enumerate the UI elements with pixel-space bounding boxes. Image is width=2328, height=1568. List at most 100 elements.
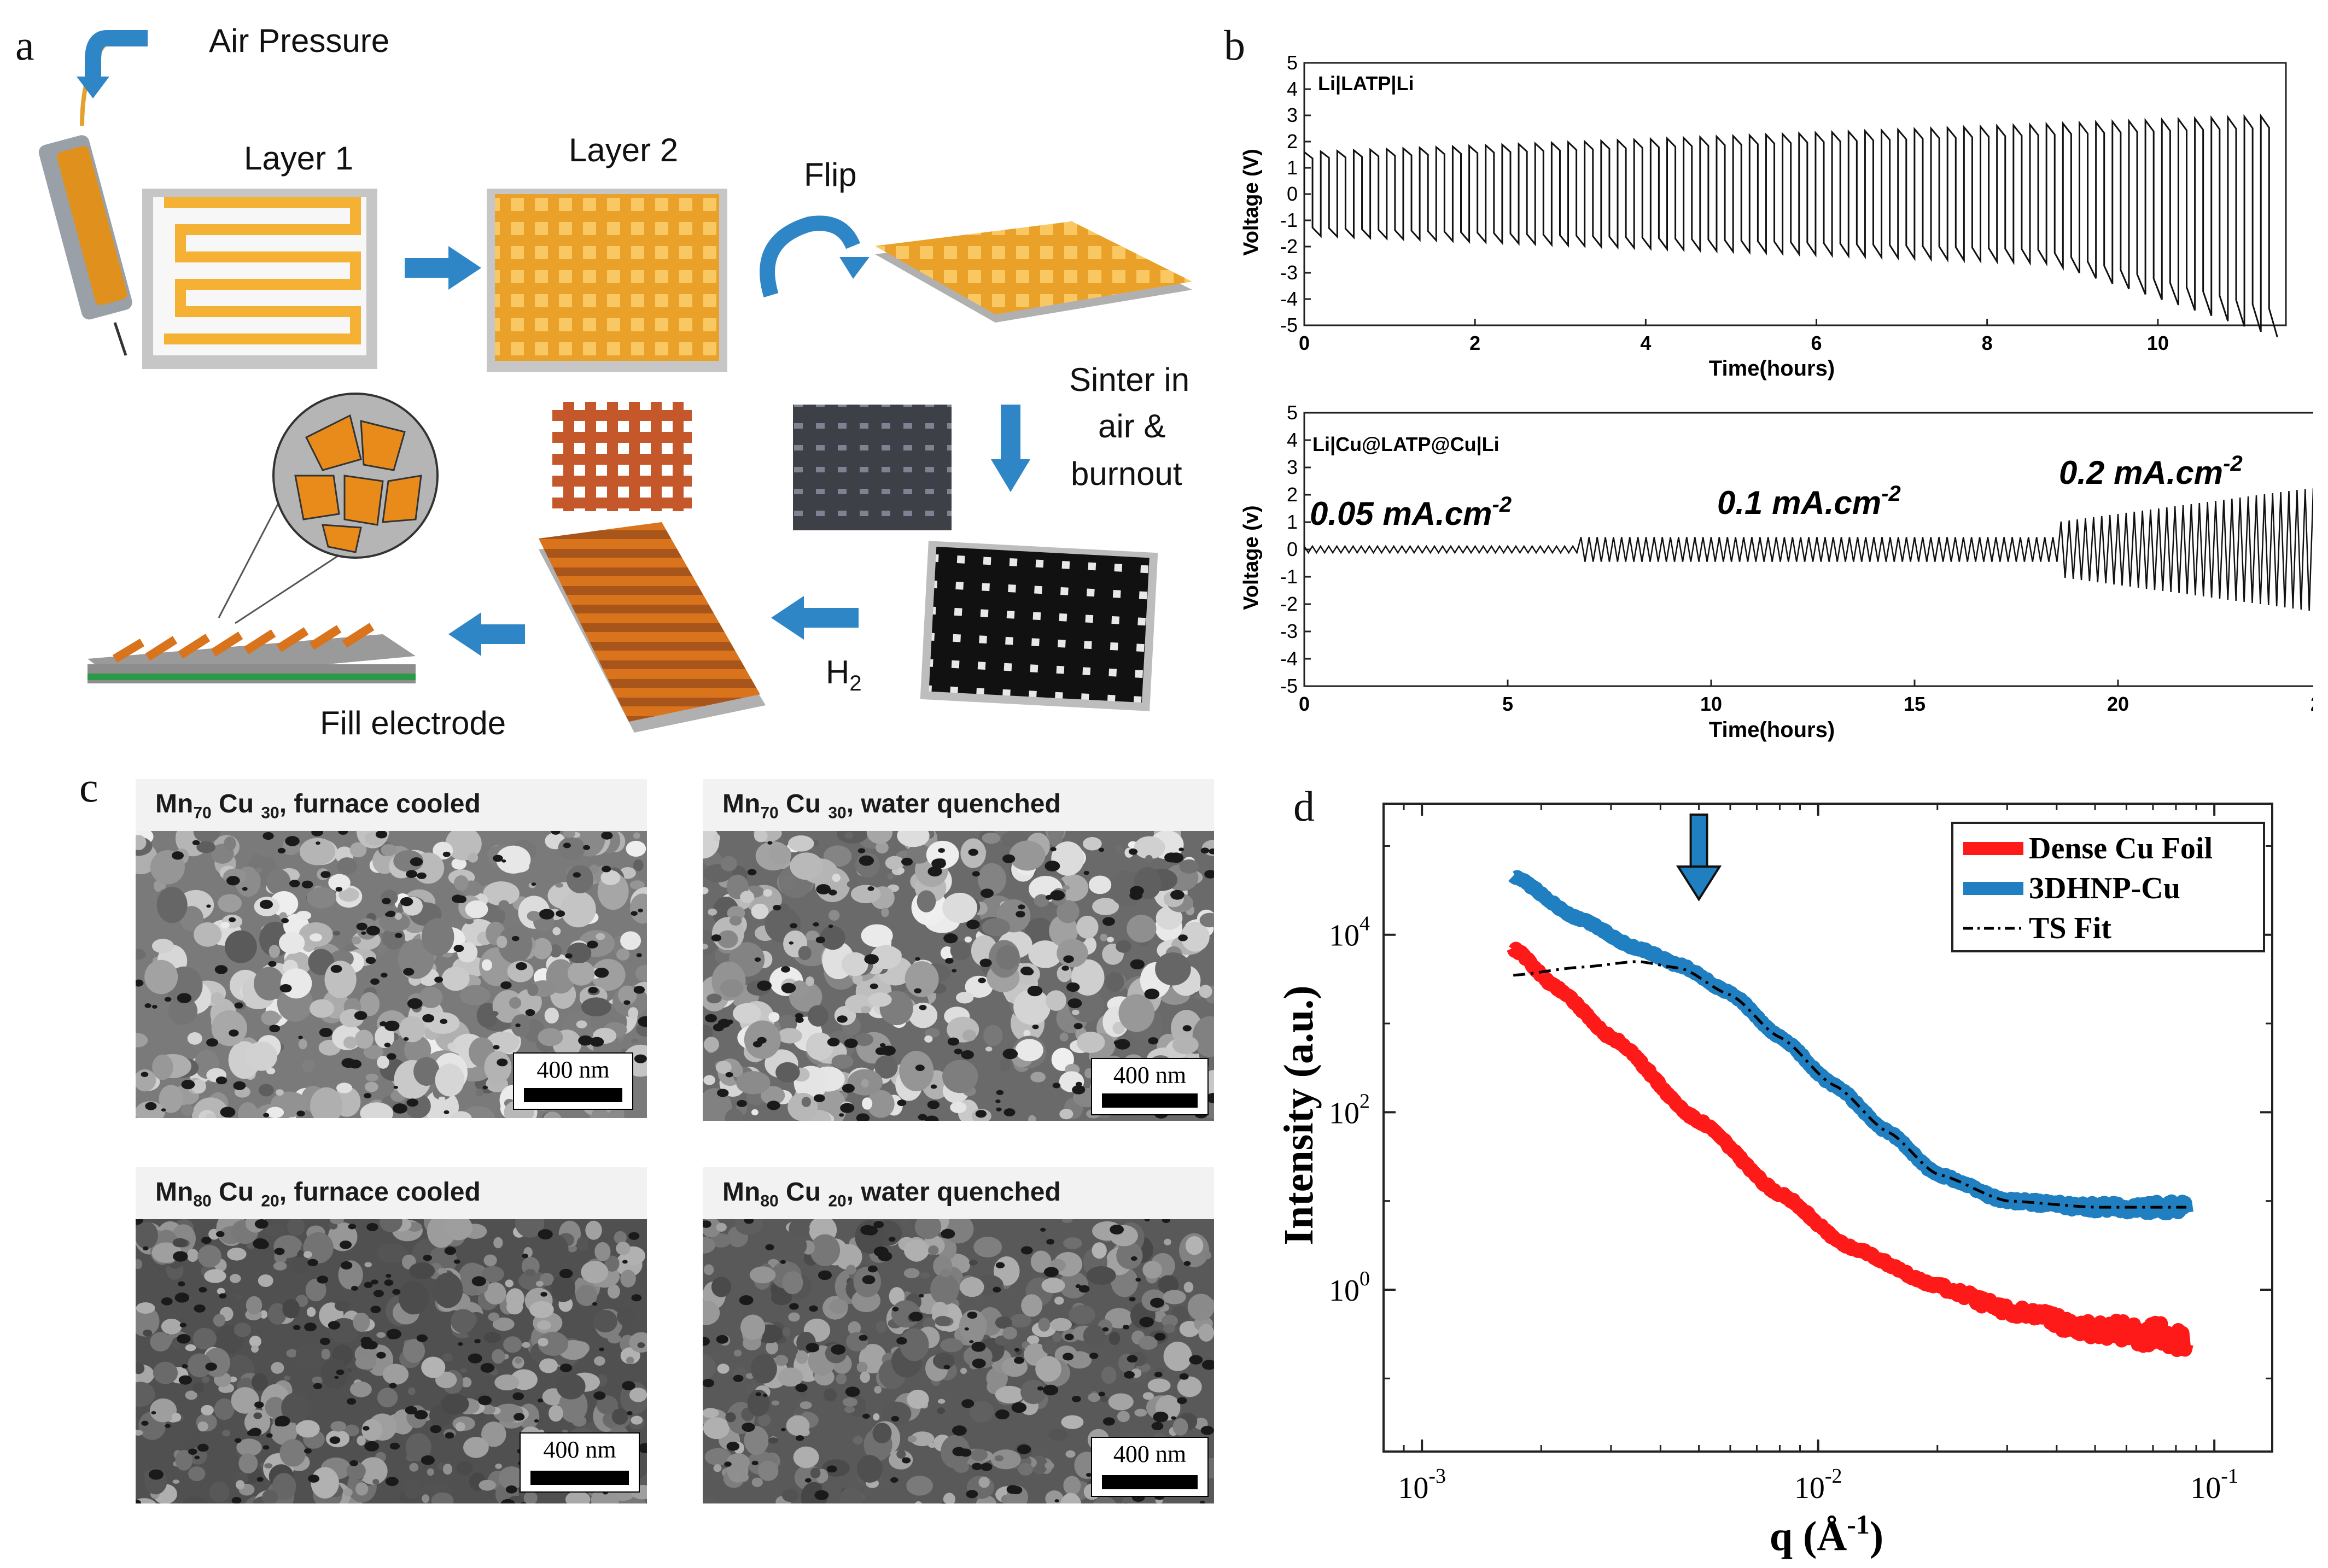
sem-pore — [1148, 1037, 1159, 1045]
sem-pore — [334, 1376, 339, 1379]
ytick-label: 0 — [1287, 183, 1298, 205]
sem-grain — [1105, 972, 1124, 992]
sem-pore — [844, 1038, 858, 1048]
sem-pore — [173, 1251, 188, 1262]
sem-grain — [522, 1342, 530, 1348]
sem-pore — [1128, 849, 1138, 855]
sem-pore — [386, 1273, 392, 1278]
sem-pore — [754, 957, 761, 962]
sem-grain — [703, 1496, 717, 1503]
sem-grain — [543, 1111, 562, 1118]
sem-pore — [1002, 1049, 1018, 1060]
flip-label: Flip — [804, 156, 857, 193]
sem-pore — [1182, 1025, 1192, 1032]
sem-grain — [874, 1055, 898, 1079]
sem-pore — [968, 849, 978, 856]
sem-grain — [778, 1367, 803, 1387]
sem-grain — [211, 992, 224, 1005]
sem-pore — [1209, 848, 1214, 855]
sem-grain — [527, 983, 539, 997]
sem-pore — [259, 899, 273, 909]
sem-pore — [336, 1369, 345, 1376]
sem-grain — [281, 968, 312, 999]
sem-pore — [256, 1477, 264, 1482]
sem-pore — [319, 1027, 333, 1037]
layer2-label: Layer 2 — [569, 132, 679, 168]
scalebar-1: 400 nm — [513, 1052, 633, 1110]
sem-grain — [1045, 1461, 1054, 1470]
ytick-label: 4 — [1287, 78, 1298, 100]
sem-pore — [1169, 852, 1184, 863]
chart-b-bottom-title: Li|Cu@LATP@Cu|Li — [1312, 433, 1500, 456]
sem-grain — [703, 1264, 714, 1276]
sem-pore — [421, 1455, 435, 1465]
annotation-02: 0.2 mA.cm-2 — [2059, 452, 2243, 491]
sem-grain — [433, 1272, 463, 1308]
ytick-label: -2 — [1280, 593, 1298, 615]
sem-grain — [711, 1277, 732, 1297]
sem-grain — [236, 1480, 245, 1490]
sem-grain — [227, 1247, 247, 1261]
sem-grain — [842, 1397, 857, 1407]
sem-grain — [536, 1280, 544, 1287]
sem-grain — [982, 918, 1011, 937]
sem-grain — [907, 844, 931, 864]
sem-pore — [1054, 1499, 1059, 1503]
sem-grain — [790, 980, 808, 1000]
sem-grain — [455, 1422, 465, 1432]
sem-grain — [1027, 1335, 1040, 1344]
chart-d-legend: Dense Cu Foil 3DHNP-Cu TS Fit — [1951, 822, 2265, 952]
sem-grain — [249, 1336, 261, 1348]
sem-pore — [993, 1286, 1001, 1293]
sem-pore — [814, 1490, 829, 1500]
sem-pore — [1171, 1416, 1176, 1420]
sem-pore — [298, 1035, 303, 1039]
xtick-label: 15 — [1904, 693, 1926, 715]
sem-grain — [876, 841, 889, 854]
ytick-label: -2 — [1280, 235, 1298, 258]
sem-grain — [191, 1079, 206, 1094]
sem-grain — [1035, 1356, 1061, 1382]
sem-grain — [839, 1487, 862, 1503]
sem-pore — [1011, 1402, 1027, 1413]
sem-grain — [299, 838, 336, 865]
sem-pore — [1110, 1224, 1124, 1234]
sem-grain — [527, 911, 541, 921]
sem-grain — [575, 1284, 598, 1306]
layer1-icon — [142, 189, 377, 369]
sem-pore — [178, 1375, 192, 1385]
sem-pore — [407, 998, 423, 1009]
sem-grain — [354, 1029, 374, 1049]
sem-grain — [959, 1309, 987, 1342]
sem-grain — [332, 931, 341, 936]
ytick-label: -5 — [1280, 314, 1298, 336]
ytick-label: -4 — [1280, 288, 1298, 310]
sem-grain — [1185, 1236, 1204, 1255]
sem-pore — [1178, 847, 1185, 852]
sem-grain — [594, 1242, 611, 1261]
sem-grain — [419, 986, 443, 1008]
sem-grain — [736, 1071, 771, 1095]
sem-grain — [596, 1395, 618, 1414]
panel-d-letter: d — [1293, 782, 1315, 830]
sem-grain — [479, 1479, 496, 1491]
sem-grain — [914, 1219, 942, 1239]
sem-pore — [366, 926, 380, 936]
sem-grain — [937, 1407, 945, 1414]
sem-pore — [405, 1406, 417, 1415]
sem-grain — [290, 1256, 310, 1274]
ytick-label: 104 — [1329, 912, 1370, 953]
sem-grain — [720, 856, 737, 871]
ytick-label: 2 — [1287, 130, 1298, 153]
sem-pore — [304, 1448, 312, 1454]
sem-grain — [197, 1245, 221, 1268]
sem-pore — [943, 1365, 950, 1370]
sem-grain — [172, 1238, 187, 1248]
sem-pore — [1201, 1360, 1214, 1370]
sem-pore — [493, 1045, 500, 1050]
sem-grain — [532, 938, 552, 959]
sem-pore — [1089, 1353, 1099, 1359]
sem-grain — [330, 1421, 347, 1432]
sem-pore — [583, 845, 591, 850]
sem-grain — [1181, 921, 1210, 952]
